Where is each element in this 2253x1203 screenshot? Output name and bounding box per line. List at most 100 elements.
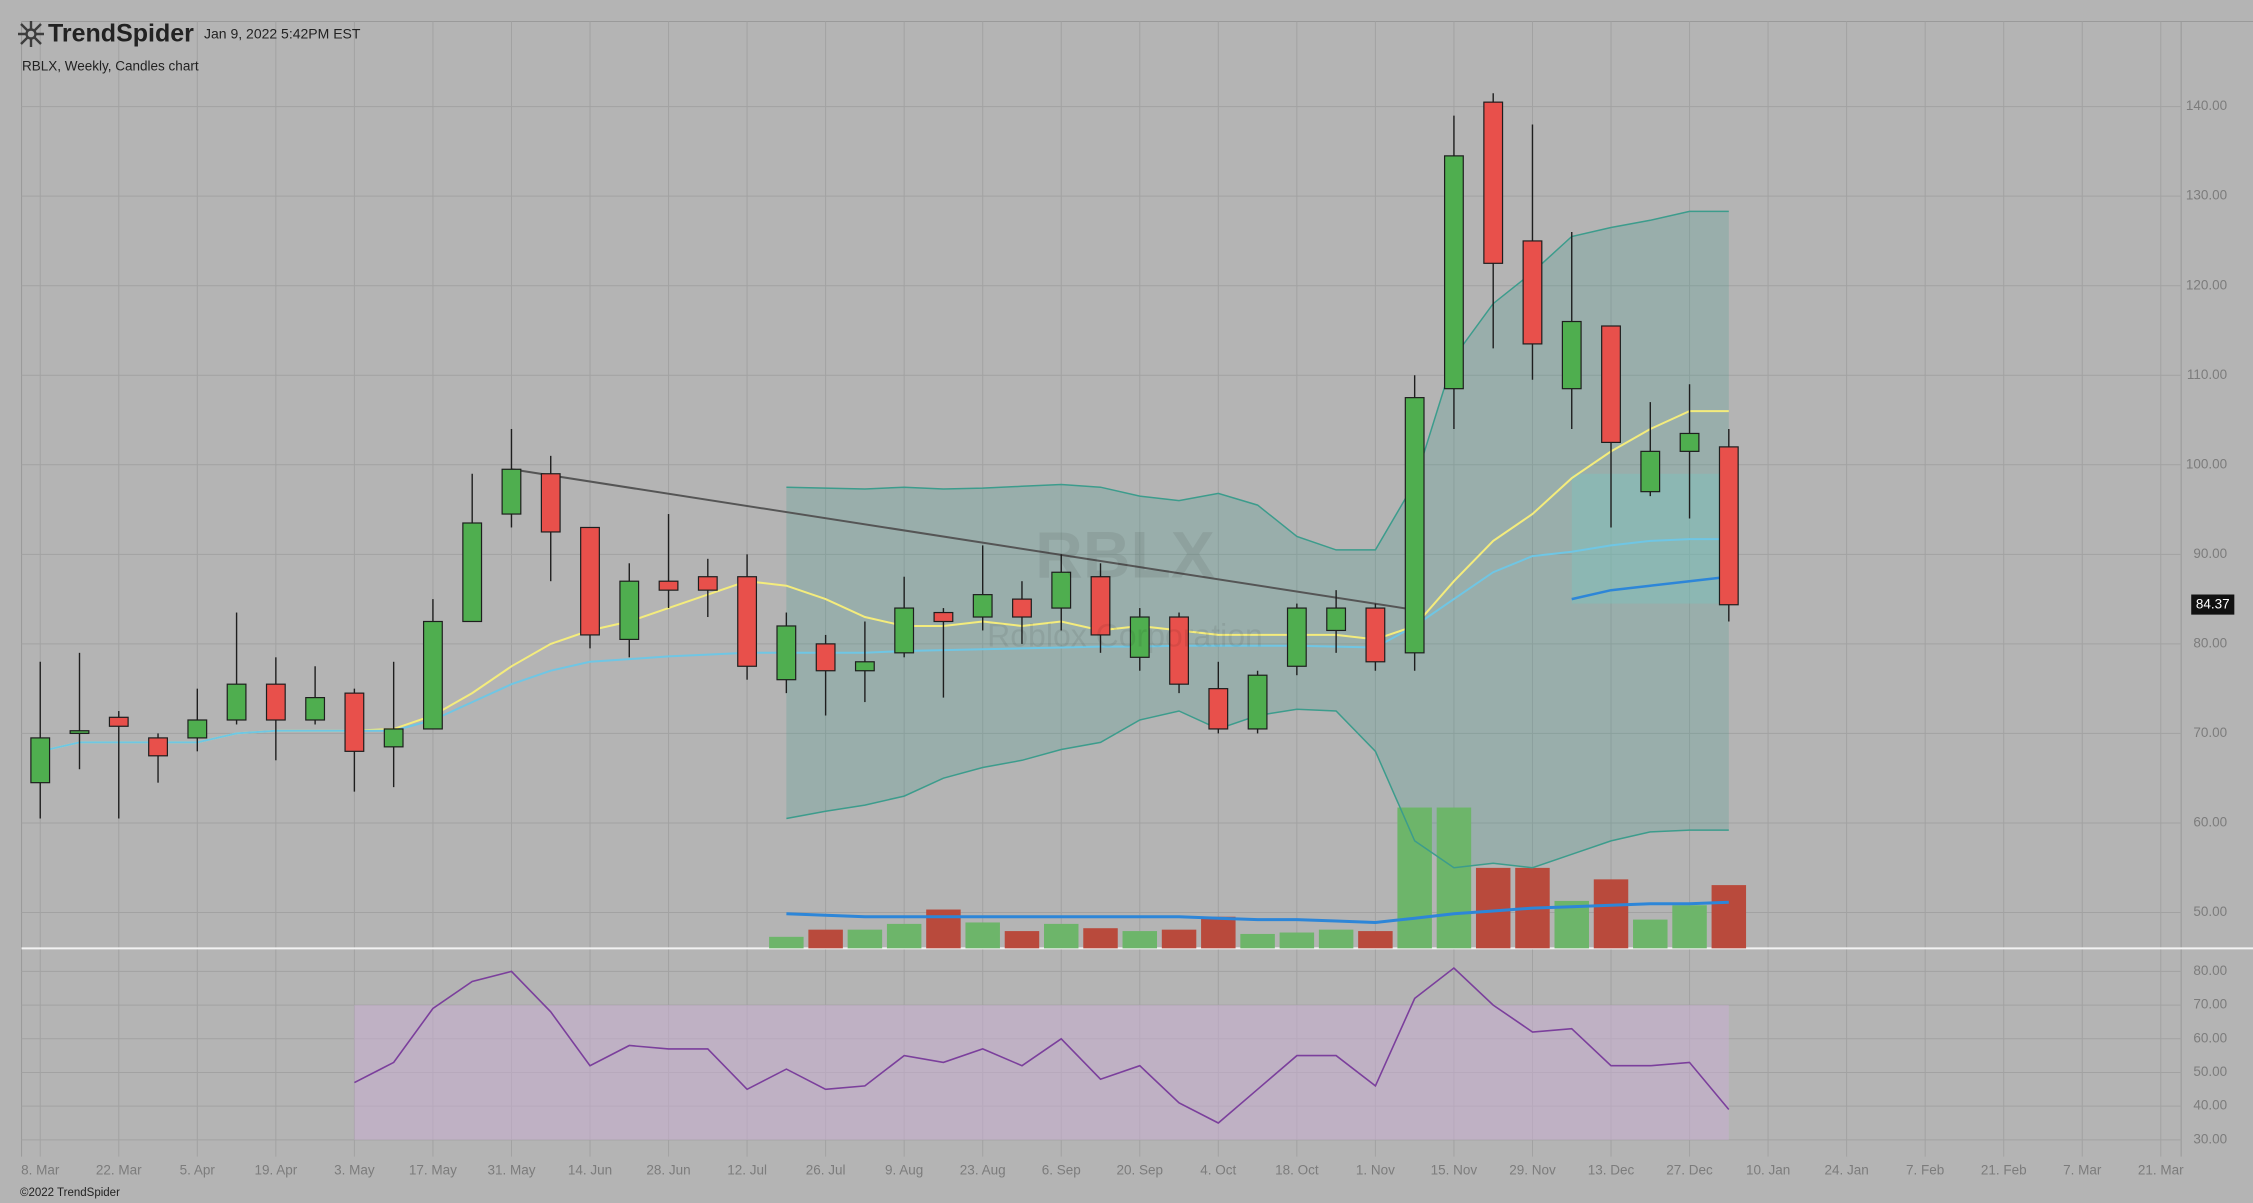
candle-body — [305, 697, 326, 721]
x-tick-label: 14. Jun — [568, 1163, 612, 1178]
candle-body — [580, 526, 600, 636]
x-tick-label: 26. Jul — [806, 1163, 846, 1178]
volume-bar — [1711, 885, 1747, 949]
y-tick-label: 70.00 — [2193, 997, 2227, 1012]
candle-body — [540, 473, 561, 533]
volume-bar — [1318, 929, 1354, 949]
candle-body — [1404, 397, 1425, 654]
candle-body — [344, 692, 365, 752]
candle-body — [1601, 325, 1621, 444]
volume-bar — [1475, 867, 1511, 949]
candle-body — [226, 683, 247, 721]
volume-bar — [847, 929, 883, 949]
candle-body — [1051, 571, 1072, 609]
y-tick-label: 70.00 — [2193, 725, 2227, 740]
x-tick-label: 23. Aug — [960, 1163, 1006, 1178]
x-tick-label: 20. Sep — [1117, 1163, 1164, 1178]
volume-bar — [1161, 929, 1197, 949]
candle-body — [697, 576, 718, 591]
x-tick-label: 31. May — [487, 1163, 535, 1178]
volume-bar — [1122, 931, 1158, 949]
candle-body — [776, 625, 797, 681]
y-tick-label: 60.00 — [2193, 815, 2227, 830]
volume-bar — [808, 929, 843, 949]
chart-label: RBLX, Weekly, Candles chart — [22, 59, 199, 74]
candle-body — [422, 620, 443, 730]
y-tick-label: 60.00 — [2193, 1030, 2227, 1045]
grid: 50.00 60.00 70.00 80.00 90.00 100.00 110.00 120… — [21, 21, 2253, 1178]
rsi-line — [354, 966, 1730, 1124]
y-tick-label: 110.00 — [2187, 367, 2227, 382]
y-tick-label: 50.00 — [2193, 904, 2227, 919]
candle-body — [933, 611, 954, 623]
volume-bar — [965, 922, 1000, 949]
volume-bar — [1554, 900, 1589, 949]
candle-body — [148, 737, 168, 757]
candle-body — [1012, 598, 1032, 618]
indicator-line — [1571, 575, 1729, 601]
y-tick-label: 80.00 — [2193, 635, 2227, 650]
watermark-name: Roblox Corporation — [987, 617, 1263, 653]
band-fill — [786, 211, 1729, 868]
candle-body — [1640, 450, 1661, 493]
candle-body — [383, 728, 404, 748]
watermark-symbol: RBLX — [1035, 517, 1215, 591]
y-tick-label: 100.00 — [2186, 456, 2227, 471]
volume-bar — [1083, 928, 1118, 949]
candle-body — [658, 580, 679, 591]
x-tick-label: 21. Mar — [2138, 1163, 2184, 1178]
footer: ©2022 TrendSpider — [20, 1187, 120, 1199]
price-tag-box — [2191, 594, 2235, 615]
candle-body — [854, 661, 875, 672]
x-tick-label: 9. Aug — [885, 1163, 923, 1178]
candle-body — [501, 468, 522, 515]
y-tick-label: 80.00 — [2193, 963, 2227, 978]
candle-body — [1561, 320, 1582, 390]
x-tick-label: 3. May — [334, 1163, 375, 1178]
x-tick-label: 7. Mar — [2063, 1163, 2102, 1178]
x-tick-label: 28. Jun — [646, 1163, 690, 1178]
candle-body — [1522, 240, 1543, 345]
x-tick-label: 7. Feb — [1906, 1163, 1944, 1178]
y-tick-label: 130.00 — [2186, 188, 2227, 203]
x-tick-label: 6. Sep — [1042, 1163, 1081, 1178]
y-tick-label: 90.00 — [2193, 546, 2227, 561]
plot — [30, 93, 1747, 1140]
price-tag: 84.37 — [2196, 596, 2230, 611]
candle-body — [1365, 607, 1386, 663]
volume-bar — [1593, 879, 1629, 949]
volume-bar — [1397, 807, 1432, 949]
volume-bar — [886, 923, 922, 949]
x-tick-label: 1. Nov — [1356, 1163, 1395, 1178]
x-tick-label: 12. Jul — [727, 1163, 767, 1178]
candle-body — [972, 594, 993, 618]
volume-bar — [1043, 923, 1079, 949]
candle-body — [619, 580, 640, 641]
x-tick-label: 10. Jan — [1746, 1163, 1790, 1178]
candle-body — [30, 737, 51, 784]
volume-bar — [1004, 931, 1040, 949]
logo-center — [25, 28, 37, 40]
candle-body — [462, 522, 483, 623]
candle-body — [265, 683, 286, 721]
candle-body — [894, 607, 915, 654]
volume-bar — [1201, 916, 1236, 949]
timestamp: Jan 9, 2022 5:42PM EST — [204, 26, 361, 42]
x-tick-label: 8. Mar — [21, 1163, 60, 1178]
candle-body — [1286, 607, 1307, 667]
volume-bar — [1672, 905, 1707, 949]
y-tick-label: 40.00 — [2193, 1098, 2227, 1113]
brand: TrendSpider — [48, 20, 194, 48]
x-tick-label: 17. May — [409, 1163, 457, 1178]
candle-body — [1718, 446, 1739, 606]
x-tick-label: 19. Apr — [254, 1163, 297, 1178]
y-tick-label: 50.00 — [2193, 1064, 2227, 1079]
volume-bar — [769, 936, 804, 949]
x-tick-label: 15. Nov — [1431, 1163, 1478, 1178]
x-tick-label: 18. Oct — [1275, 1163, 1319, 1178]
candle-body — [1483, 101, 1504, 264]
volume-bar — [1436, 807, 1472, 949]
volume-bar — [1633, 919, 1668, 949]
x-tick-label: 4. Oct — [1200, 1163, 1236, 1178]
